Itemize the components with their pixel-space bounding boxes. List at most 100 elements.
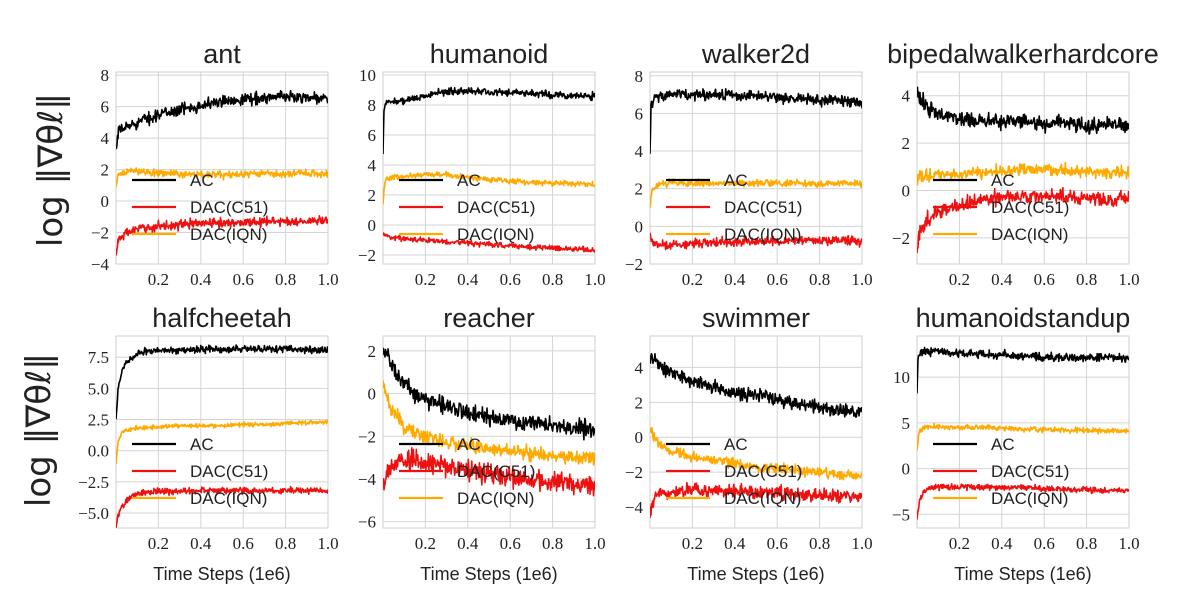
y-tick-label: 4	[902, 87, 911, 106]
y-tick-label: 0.0	[88, 442, 109, 461]
x-tick-label: 0.2	[949, 270, 970, 289]
subplot-reacher: reacher 0.2 0.4 0.6 0.8 1.0 −6 −4 −2 0 2 Time Steps…	[358, 303, 606, 584]
y-tick-label: −4	[358, 470, 377, 489]
series-group	[116, 89, 328, 256]
legend-label-dac-c51: DAC(C51)	[190, 198, 268, 217]
y-tick-label: 10	[359, 66, 376, 85]
x-tick-label: 0.8	[275, 270, 296, 289]
series-group	[917, 346, 1129, 520]
series-group	[650, 353, 862, 519]
series-line-ac	[383, 347, 595, 441]
x-tick-label: 0.6	[767, 534, 788, 553]
y-tick-label: 4	[635, 358, 644, 377]
x-tick-label: 0.4	[724, 534, 746, 553]
legend-label-dac-c51: DAC(C51)	[724, 462, 802, 481]
x-tick-label: 0.8	[275, 534, 296, 553]
x-tick-label: 1.0	[317, 270, 338, 289]
legend-label-dac-c51: DAC(C51)	[457, 462, 535, 481]
y-tick-label: 5	[902, 414, 911, 433]
subplot-title: humanoid	[430, 39, 549, 69]
series-line-ac	[116, 344, 328, 420]
series-line-dac-iqn	[917, 422, 1129, 451]
legend-label-dac-c51: DAC(C51)	[724, 198, 802, 217]
series-line-dac-c51	[917, 187, 1129, 254]
x-tick-label: 0.6	[767, 270, 788, 289]
y-tick-label: 2	[902, 134, 911, 153]
series-line-ac	[383, 86, 595, 155]
y-tick-label: 0	[635, 217, 644, 236]
y-tick-label: −5	[892, 505, 910, 524]
x-tick-label: 0.4	[991, 534, 1013, 553]
y-tick-label: 2	[368, 342, 377, 361]
y-tick-label: −6	[358, 513, 376, 532]
subplot-ant: ant 0.2 0.4 0.6 0.8 1.0 −4 −2 0 2 4 6 8 AC DAC(C51) DAC…	[91, 39, 339, 289]
x-tick-label: 0.2	[415, 270, 436, 289]
subplot-title: bipedalwalkerhardcore	[887, 39, 1159, 69]
legend-label-dac-c51: DAC(C51)	[991, 462, 1069, 481]
subplot-title: ant	[203, 39, 241, 69]
x-tick-label: 0.8	[809, 534, 830, 553]
y-tick-label: −2	[892, 229, 910, 248]
series-group	[383, 86, 595, 253]
subplot-title: humanoidstandup	[916, 303, 1131, 333]
legend-label-ac: AC	[724, 171, 748, 190]
y-tick-label: −5.0	[78, 504, 109, 523]
series-line-dac-iqn	[383, 170, 595, 205]
plot-frame	[649, 71, 863, 265]
x-tick-label: 0.2	[682, 270, 703, 289]
legend-label-dac-iqn: DAC(IQN)	[190, 489, 267, 508]
x-tick-label: 0.4	[724, 270, 746, 289]
legend-label-ac: AC	[190, 171, 214, 190]
x-tick-label: 0.2	[682, 534, 703, 553]
x-tick-label: 1.0	[1118, 534, 1139, 553]
plot-frame	[916, 71, 1130, 265]
series-line-dac-iqn	[116, 419, 328, 465]
x-tick-label: 0.6	[500, 270, 521, 289]
row2-y-label: log ‖∇θℓ‖	[19, 353, 59, 507]
legend-label-dac-c51: DAC(C51)	[991, 198, 1069, 217]
series-line-ac	[917, 86, 1129, 135]
y-tick-label: −4	[625, 498, 644, 517]
series-line-dac-c51	[116, 215, 328, 256]
series-line-dac-c51	[650, 481, 862, 519]
legend-label-dac-iqn: DAC(IQN)	[991, 225, 1068, 244]
x-tick-label: 0.2	[415, 534, 436, 553]
x-tick-label: 0.6	[1034, 270, 1055, 289]
x-tick-label: 0.8	[542, 534, 563, 553]
x-axis-label: Time Steps (1e6)	[954, 564, 1091, 584]
series-line-dac-c51	[917, 483, 1129, 520]
series-group	[383, 347, 595, 497]
y-tick-label: 0	[902, 460, 911, 479]
y-tick-label: −4	[91, 255, 110, 274]
y-tick-label: −2	[358, 427, 376, 446]
subplot-halfcheetah: halfcheetah 0.2 0.4 0.6 0.8 1.0 −5.0 −2.5 0.0 2.5…	[78, 303, 338, 584]
subplot-title: walker2d	[701, 39, 810, 69]
y-tick-label: 8	[101, 66, 110, 85]
y-tick-label: 2.5	[88, 411, 109, 430]
legend-label-ac: AC	[190, 435, 214, 454]
subplot-title: swimmer	[702, 303, 810, 333]
x-tick-label: 0.8	[542, 270, 563, 289]
subplot-swimmer: swimmer 0.2 0.4 0.6 0.8 1.0 −4 −2 0 2 4 Time Steps …	[625, 303, 873, 584]
legend-label-dac-iqn: DAC(IQN)	[457, 225, 534, 244]
legend-label-dac-iqn: DAC(IQN)	[457, 489, 534, 508]
y-tick-label: 2	[635, 180, 644, 199]
legend-label-dac-c51: DAC(C51)	[457, 198, 535, 217]
subplot-walker2d: walker2d 0.2 0.4 0.6 0.8 1.0 −2 0 2 4 6 8 AC DAC(C51)…	[625, 39, 873, 289]
series-line-ac	[650, 353, 862, 418]
y-tick-label: 4	[101, 129, 110, 148]
x-tick-label: 1.0	[584, 270, 605, 289]
x-tick-label: 1.0	[851, 270, 872, 289]
y-tick-label: 0	[368, 216, 377, 235]
y-tick-label: −2	[625, 255, 643, 274]
x-tick-label: 0.4	[457, 534, 479, 553]
series-line-ac	[116, 89, 328, 150]
y-tick-label: 2	[368, 186, 377, 205]
y-tick-label: 6	[101, 98, 110, 117]
legend-label-dac-c51: DAC(C51)	[190, 462, 268, 481]
y-tick-label: −2.5	[78, 473, 109, 492]
y-tick-label: −2	[91, 224, 109, 243]
row1-y-label: log ‖∇θℓ‖	[31, 93, 71, 247]
series-line-dac-c51	[650, 232, 862, 251]
y-tick-label: −2	[358, 246, 376, 265]
